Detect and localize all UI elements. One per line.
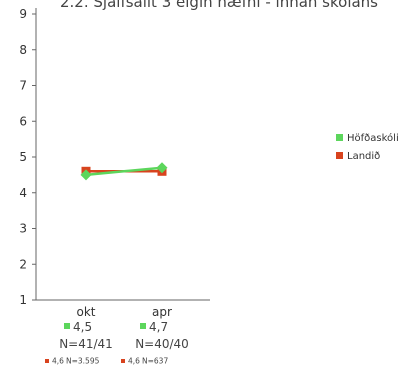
legend[interactable]: Höfðaskóli Landið	[336, 132, 399, 162]
axes: 1 2 3 4 5 6 7 8 9	[19, 7, 210, 307]
x-category-label: okt	[77, 305, 96, 319]
data-label: 4,6	[52, 357, 64, 366]
value-swatch	[140, 323, 146, 329]
y-tick-label: 5	[19, 150, 27, 164]
n-label: N=637	[142, 357, 168, 366]
legend-label: Höfðaskóli	[347, 132, 399, 144]
y-tick-label: 6	[19, 114, 27, 128]
value-swatch	[121, 359, 125, 363]
n-label: N=3.595	[66, 357, 100, 366]
series-line-0	[85, 166, 163, 177]
y-tick-label: 2	[19, 257, 27, 271]
n-label: N=41/41	[59, 337, 113, 351]
y-tick-label: 1	[19, 293, 27, 307]
y-tick-label: 9	[19, 7, 27, 21]
value-swatch	[45, 359, 49, 363]
legend-label: Landið	[347, 151, 380, 162]
y-tick-label: 7	[19, 79, 27, 93]
data-point	[156, 162, 168, 174]
y-tick-label: 4	[19, 186, 27, 200]
n-label: N=40/40	[135, 337, 189, 351]
data-label: 4,7	[149, 320, 168, 334]
data-point	[80, 169, 92, 181]
y-tick-label: 8	[19, 43, 27, 57]
value-swatch	[64, 323, 70, 329]
legend-swatch	[336, 152, 343, 159]
data-label: 4,5	[73, 320, 92, 334]
y-tick-label: 3	[19, 222, 27, 236]
chart-title: 2.2. Sjálfsálit 3 eigin hæfni - innan sk…	[60, 0, 378, 11]
legend-swatch	[336, 134, 343, 141]
data-label: 4,6	[128, 357, 140, 366]
x-category-label: apr	[152, 305, 172, 319]
series-layer	[80, 162, 168, 181]
